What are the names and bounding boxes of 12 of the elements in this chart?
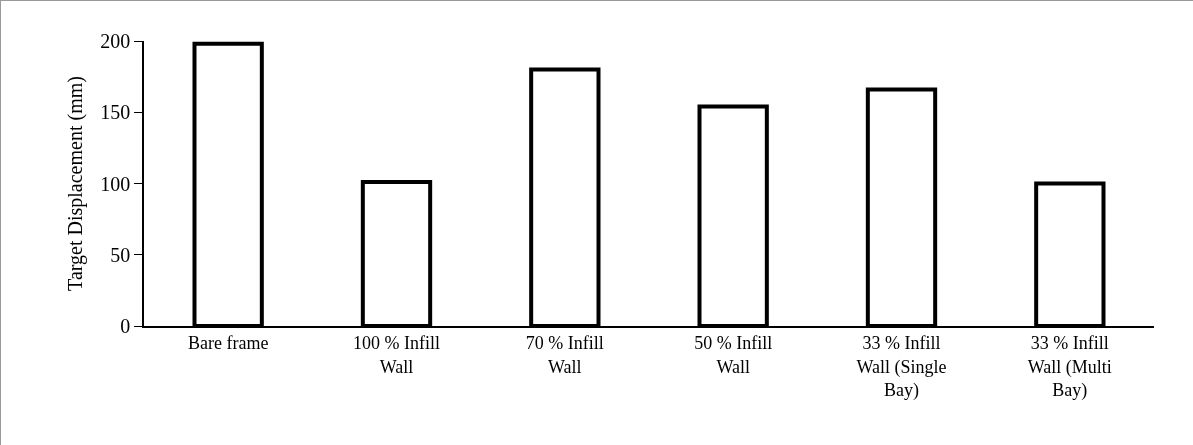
y-tick-label: 0 [120, 315, 131, 337]
y-tick-label: 50 [110, 243, 131, 266]
y-tick-label: 100 [100, 172, 131, 195]
x-tick-label: 33 % Infill Wall (Single Bay) [856, 333, 947, 402]
y-axis-title: Target Displacement (mm) [64, 76, 88, 291]
y-tick-label: 200 [100, 30, 131, 52]
x-tick-label: 50 % Infill Wall [694, 333, 773, 377]
y-tick-label: 150 [100, 101, 131, 124]
x-tick-label: 70 % Infill Wall [525, 333, 604, 377]
x-tick-label: Bare frame [187, 333, 269, 354]
x-tick-label: 100 % Infill Wall [353, 333, 440, 377]
x-tick-label: 33 % Infill Wall (Multi Bay) [1027, 333, 1112, 402]
